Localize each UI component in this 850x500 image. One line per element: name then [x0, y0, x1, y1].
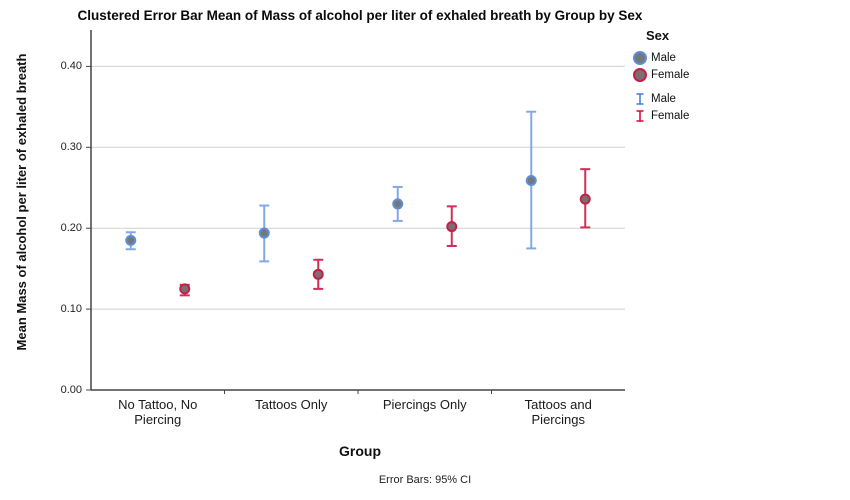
x-category-label: Tattoos Only: [255, 397, 328, 412]
y-tick-label: 0.30: [60, 141, 82, 154]
legend-errorbar-icon: [632, 92, 648, 106]
legend-gap: [632, 83, 742, 90]
legend-entry-label: Female: [651, 109, 690, 122]
data-point-male: [125, 234, 137, 246]
chart-title: Clustered Error Bar Mean of Mass of alco…: [77, 8, 643, 23]
legend-circle-icon: [632, 67, 648, 83]
legend-entry: Male: [632, 49, 742, 66]
x-category-label: Piercings Only: [382, 397, 467, 412]
x-category-label: Tattoos and Piercings: [524, 397, 592, 427]
data-point-male: [258, 227, 270, 239]
legend-errorbar-entries: Male Female: [632, 90, 742, 124]
legend-errorbar-icon: [632, 109, 648, 123]
x-category-label: No Tattoo, No Piercing: [118, 397, 198, 427]
legend-circle-icon: [632, 50, 648, 66]
legend-entry: Male: [632, 90, 742, 107]
data-point-female: [312, 268, 324, 280]
legend-entry: Female: [632, 107, 742, 124]
legend-title: Sex: [646, 28, 670, 43]
y-tick-label: 0.10: [60, 303, 82, 316]
legend-entry-label: Male: [651, 92, 676, 105]
x-axis-title: Group: [339, 443, 381, 459]
legend: Sex Male Female Male Female: [632, 28, 742, 124]
y-tick-label: 0.00: [60, 384, 82, 396]
y-tick-label: 0.20: [60, 222, 82, 235]
legend-entry-label: Female: [651, 68, 690, 81]
legend-marker-entries: Male Female: [632, 49, 742, 83]
legend-entry: Female: [632, 66, 742, 83]
legend-entry-label: Male: [651, 51, 676, 64]
y-tick-label: 0.40: [60, 60, 82, 73]
data-point-female: [579, 193, 591, 205]
data-point-male: [392, 198, 404, 210]
data-point-male: [525, 174, 537, 186]
data-point-female: [179, 283, 191, 295]
data-point-female: [446, 221, 458, 233]
error-bars-footnote: Error Bars: 95% CI: [378, 474, 472, 486]
